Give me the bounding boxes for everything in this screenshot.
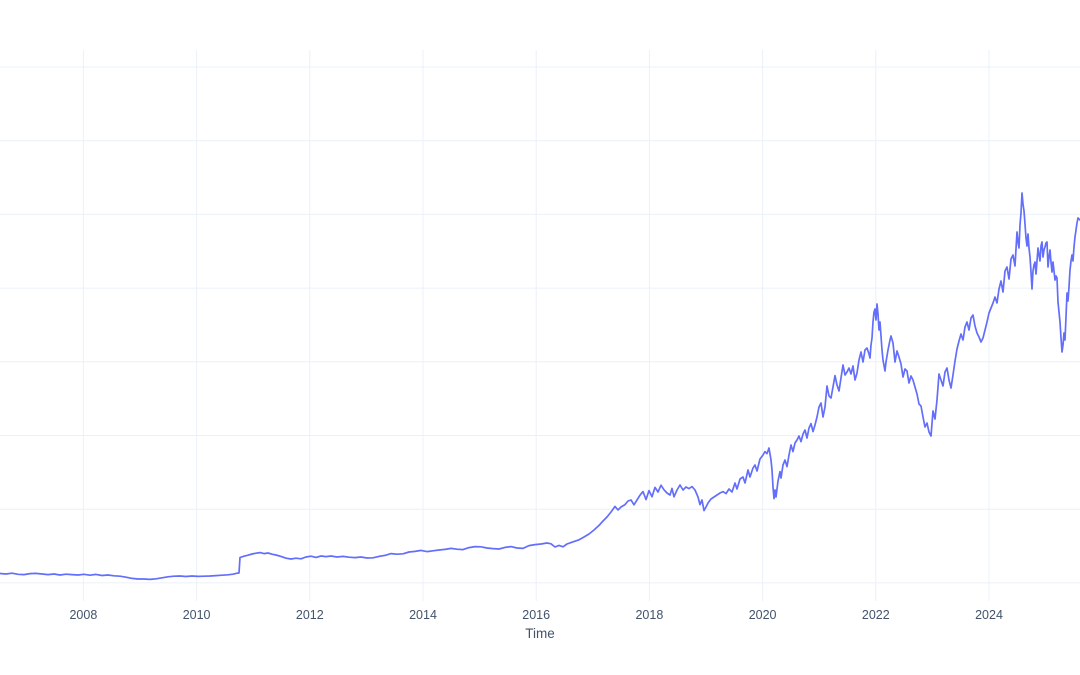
x-tick-label: 2022 (862, 608, 890, 622)
x-tick-label: 2016 (522, 608, 550, 622)
grid-layer (0, 50, 1080, 601)
x-axis-title: Time (525, 626, 555, 641)
series-layer (0, 192, 1080, 581)
x-tick-label: 2012 (296, 608, 324, 622)
x-tick-label: 2008 (69, 608, 97, 622)
axis-layer: Time 2008 2010 2012 2014 2016 2018 2020 2022 202… (69, 608, 1002, 641)
x-tick-label: 2024 (975, 608, 1003, 622)
x-tick-label: 2018 (635, 608, 663, 622)
x-tick-label: 2014 (409, 608, 437, 622)
x-tick-label: 2010 (183, 608, 211, 622)
x-tick-label: 2020 (749, 608, 777, 622)
data-line (0, 192, 1080, 581)
